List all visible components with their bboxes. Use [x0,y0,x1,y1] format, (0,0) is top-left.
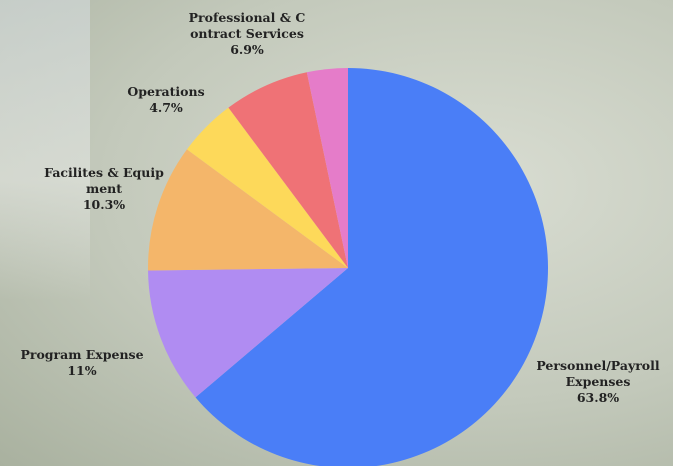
slice-value: 63.8% [576,390,620,405]
slice-value: 10.3% [82,197,126,212]
slice-name: Professional & Contract Services [188,10,306,41]
slice-label: Personnel/Payroll Expenses 63.8% [534,358,662,406]
pie-slice [195,68,549,466]
pie-slice [148,149,348,271]
pie-slice [306,68,348,268]
slice-name: Personnel/Payroll Expenses [536,358,660,389]
slice-name: Operations [127,84,205,99]
slice-label: Operations 4.7% [116,84,216,116]
pie-slice [228,72,348,269]
slice-label: Program Expense 11% [2,347,162,379]
slice-value: 6.9% [230,42,264,57]
slice-value: 11% [67,363,97,378]
slice-value: 4.7% [149,100,183,115]
slice-label: Professional & Contract Services 6.9% [187,10,307,58]
slice-name: Program Expense [20,347,144,362]
pie-slice [186,107,348,268]
pie-slice [148,268,348,398]
slice-name: Facilites & Equipment [44,165,164,196]
slice-label: Facilites & Equipment 10.3% [44,165,164,213]
